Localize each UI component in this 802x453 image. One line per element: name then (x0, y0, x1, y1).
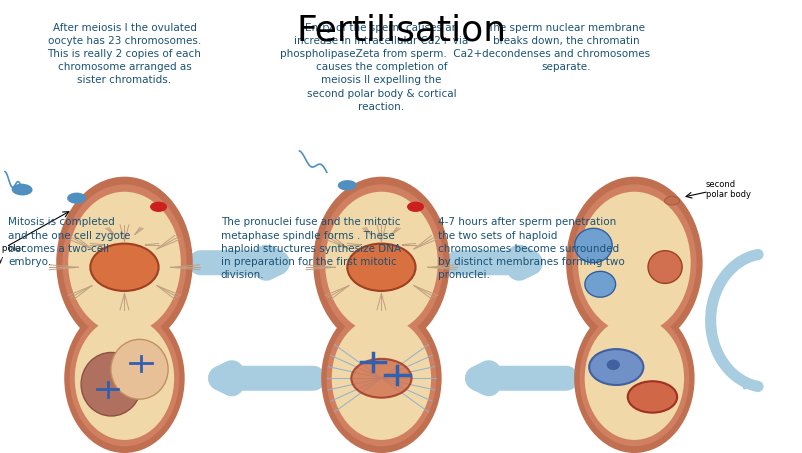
Ellipse shape (321, 304, 441, 453)
Ellipse shape (346, 244, 415, 291)
Ellipse shape (565, 177, 702, 349)
Ellipse shape (325, 192, 437, 334)
Ellipse shape (589, 349, 642, 385)
Ellipse shape (67, 193, 86, 204)
Ellipse shape (663, 197, 678, 205)
Ellipse shape (150, 202, 167, 212)
Ellipse shape (606, 360, 619, 370)
Ellipse shape (313, 177, 449, 349)
Ellipse shape (331, 317, 431, 440)
Ellipse shape (338, 180, 356, 190)
Text: 4-7 hours after sperm penetration
the two sets of haploid
chromosomes become sur: 4-7 hours after sperm penetration the tw… (437, 217, 624, 280)
Ellipse shape (579, 310, 688, 446)
Ellipse shape (81, 352, 141, 416)
Ellipse shape (68, 192, 180, 334)
Ellipse shape (572, 184, 695, 341)
Ellipse shape (407, 202, 423, 212)
Ellipse shape (574, 228, 611, 263)
Ellipse shape (573, 304, 694, 453)
Ellipse shape (63, 184, 186, 341)
Ellipse shape (647, 251, 682, 284)
Text: Entry of the sperm causes an
increase in intracellular Ca2+ via
phospholipaseZet: Entry of the sperm causes an increase in… (280, 23, 482, 112)
Ellipse shape (90, 244, 159, 291)
Ellipse shape (584, 271, 615, 297)
Ellipse shape (351, 359, 411, 398)
Text: Fertilisation: Fertilisation (296, 14, 506, 48)
Text: The pronuclei fuse and the mitotic
metaphase spindle forms . These
haploid struc: The pronuclei fuse and the mitotic metap… (221, 217, 400, 280)
Ellipse shape (111, 339, 168, 399)
Text: After meiosis I the ovulated
oocyte has 23 chromosomes.
This is really 2 copies : After meiosis I the ovulated oocyte has … (47, 23, 201, 86)
Text: first polar
body: first polar body (0, 245, 25, 264)
Ellipse shape (75, 317, 174, 440)
Ellipse shape (70, 310, 179, 446)
Ellipse shape (11, 183, 33, 196)
Ellipse shape (577, 192, 690, 334)
Ellipse shape (56, 177, 192, 349)
Ellipse shape (326, 310, 435, 446)
Ellipse shape (319, 184, 443, 341)
Ellipse shape (64, 304, 184, 453)
Ellipse shape (627, 381, 676, 413)
Text: Mitosis is completed
and the one cell zygote
becomes a two-cell
embryo.: Mitosis is completed and the one cell zy… (8, 217, 130, 267)
Ellipse shape (584, 317, 683, 440)
Text: The sperm nuclear membrane
breaks down, the chromatin
decondenses and chromosome: The sperm nuclear membrane breaks down, … (481, 23, 649, 72)
Text: second
polar body: second polar body (705, 180, 750, 199)
